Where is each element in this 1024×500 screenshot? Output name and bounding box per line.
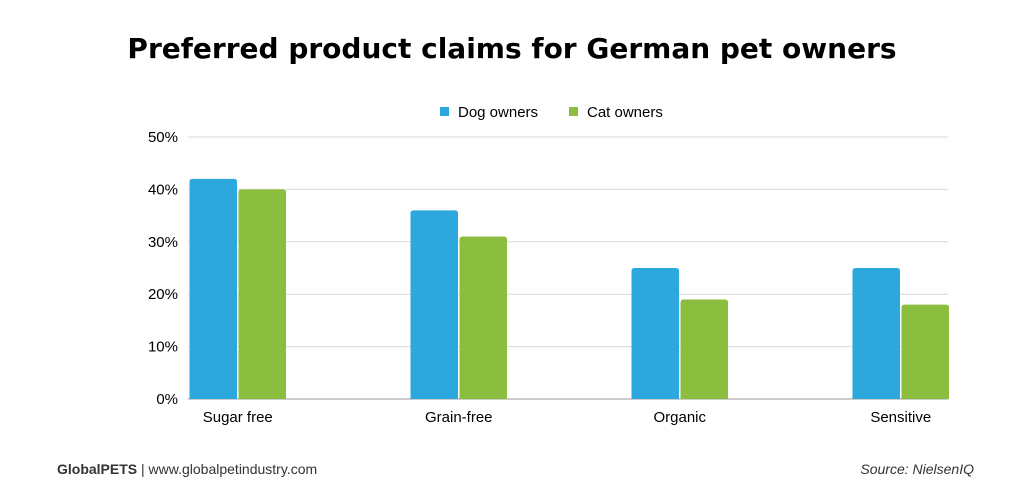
y-tick-label: 10%	[148, 339, 178, 356]
source-note: Source: NielsenIQ	[860, 461, 974, 477]
x-tick-label: Organic	[653, 409, 706, 426]
bar-dog-owners	[410, 210, 458, 399]
legend-swatch	[569, 107, 578, 116]
x-tick-label: Grain-free	[425, 409, 493, 426]
legend-label: Cat owners	[587, 104, 663, 121]
brand-name: GlobalPETS	[57, 461, 138, 477]
legend-swatch	[440, 107, 449, 116]
y-tick-label: 50%	[148, 129, 178, 146]
x-tick-label: Sensitive	[870, 409, 931, 426]
y-tick-label: 30%	[148, 234, 178, 251]
website-link[interactable]: www.globalpetindustry.com	[148, 461, 318, 477]
y-tick-label: 20%	[148, 286, 178, 303]
bar-cat-owners	[901, 304, 949, 399]
y-tick-label: 40%	[148, 181, 178, 198]
bar-dog-owners	[852, 268, 900, 399]
y-tick-label: 0%	[156, 391, 178, 408]
bar-dog-owners	[189, 178, 237, 399]
separator: |	[141, 461, 145, 477]
legend-label: Dog owners	[458, 104, 538, 121]
bar-cat-owners	[459, 236, 507, 399]
x-tick-label: Sugar free	[203, 409, 273, 426]
bar-cat-owners	[238, 189, 286, 399]
bar-dog-owners	[631, 268, 679, 399]
bar-cat-owners	[680, 299, 728, 399]
footer-credit: GlobalPETS | www.globalpetindustry.com	[57, 461, 317, 477]
chart-title: Preferred product claims for German pet …	[127, 32, 897, 65]
